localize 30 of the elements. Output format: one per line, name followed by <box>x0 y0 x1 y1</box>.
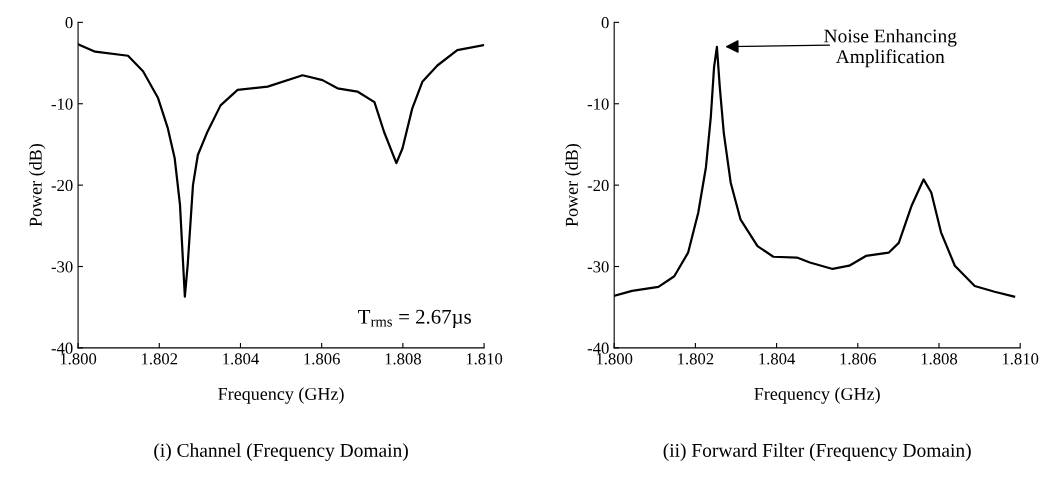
y-tick-label: 0 <box>65 17 73 29</box>
annotation: Noise Enhancing Amplification <box>824 28 957 68</box>
x-tick-label: 1.810 <box>466 353 503 365</box>
x-tick-label: 1.808 <box>385 353 421 365</box>
y-tick-label: -20 <box>587 179 609 192</box>
x-tick-label: 1.808 <box>921 353 958 365</box>
y-tick-label: -10 <box>587 98 609 110</box>
text: (ii) Forward Filter (Frequency Domain) <box>663 443 971 461</box>
y-tick-label: 0 <box>601 17 609 29</box>
x-tick-label: 1.802 <box>678 353 714 365</box>
x-tick-label: 1.806 <box>304 353 340 365</box>
annotation: T$_{rms}$ = 2.67µs <box>358 309 471 329</box>
y-axis-title: Power (dB) <box>29 144 46 227</box>
text: (i) Channel (Frequency Domain) <box>154 443 408 461</box>
x-tick-label: 1.804 <box>759 353 796 365</box>
x-tick-label: 1.800 <box>596 353 633 365</box>
x-axis-title: Frequency (GHz) <box>218 387 344 404</box>
y-axis-title: Power (dB) <box>565 144 582 227</box>
x-tick-label: 1.802 <box>141 353 178 365</box>
x-tick-label: 1.810 <box>1002 353 1039 365</box>
y-tick-label: -40 <box>51 342 73 354</box>
y-tick-label: -10 <box>51 98 73 110</box>
x-axis-title: Frequency (GHz) <box>754 387 880 404</box>
x-tick-label: 1.806 <box>840 353 877 365</box>
y-tick-label: -20 <box>51 179 73 192</box>
y-tick-label: -40 <box>587 342 609 354</box>
x-tick-label: 1.800 <box>60 353 97 365</box>
x-tick-label: 1.804 <box>223 353 259 365</box>
y-tick-label: -30 <box>587 261 609 273</box>
y-tick-label: -30 <box>51 261 73 273</box>
